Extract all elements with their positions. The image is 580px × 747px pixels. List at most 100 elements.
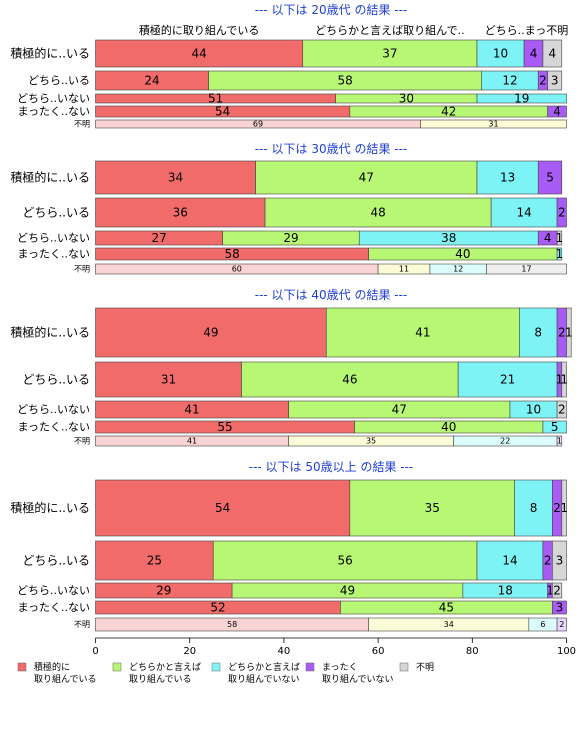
data-label: 1 [560, 501, 568, 515]
row-label: 積極的に..いる [10, 46, 90, 61]
legend-label: 取り組んでいない [228, 673, 300, 685]
data-label: 52 [210, 601, 225, 615]
bar-segment [566, 307, 572, 358]
bar-segment [547, 70, 563, 91]
legend-label: 不明 [416, 662, 434, 673]
bar-segment [519, 307, 558, 358]
data-label: 5 [546, 171, 554, 185]
data-label: 49 [203, 326, 218, 340]
data-label: 4 [549, 47, 557, 61]
legend-swatch [211, 662, 221, 672]
bar-segment [302, 39, 478, 68]
data-label: 34 [444, 620, 454, 629]
panel-title: --- 以下は 20歳代 の結果 --- [255, 3, 408, 17]
data-label: 5 [551, 420, 559, 434]
data-label: 2 [558, 326, 566, 340]
data-label: 21 [500, 373, 515, 387]
row-label: どちら..いない [17, 92, 90, 105]
data-label: 34 [168, 171, 183, 185]
bar-segment [95, 39, 304, 68]
x-tick-label: 20 [183, 646, 196, 657]
data-label: 40 [455, 247, 470, 261]
bar-segment [95, 307, 327, 358]
panel-title: --- 以下は 40歳代 の結果 --- [255, 288, 408, 302]
data-label: 1 [565, 326, 573, 340]
row-label: 不明 [74, 265, 90, 274]
bar-segment [476, 39, 525, 68]
bar-segment [420, 119, 567, 129]
bar-segment [457, 361, 558, 398]
bar-segment [476, 540, 544, 581]
data-label: 2 [544, 554, 552, 568]
data-label: 29 [156, 584, 171, 598]
data-label: 25 [147, 554, 162, 568]
data-label: 11 [399, 265, 409, 274]
row-label: どちら..いない [17, 232, 90, 245]
data-label: 58 [227, 620, 237, 629]
data-label: 30 [399, 92, 414, 106]
bar-segment [556, 617, 567, 632]
data-label: 54 [215, 105, 230, 119]
data-label: 46 [342, 373, 357, 387]
data-label: 58 [224, 247, 239, 261]
data-label: 3 [556, 554, 564, 568]
data-label: 31 [488, 120, 498, 129]
data-label: 51 [208, 92, 223, 106]
data-label: 8 [530, 501, 538, 515]
bar-segment [264, 197, 492, 228]
data-label: 56 [337, 554, 352, 568]
row-label: どちら..いない [17, 584, 90, 597]
x-tick-label: 100 [557, 646, 576, 657]
data-label: 48 [370, 206, 385, 220]
x-tick-label: 40 [278, 646, 291, 657]
row-label: どちら..いる [22, 206, 90, 220]
bar-segment [556, 400, 567, 419]
bar-segment [476, 160, 539, 195]
data-label: 22 [500, 437, 510, 446]
data-label: 1 [556, 373, 564, 387]
row-label: 不明 [74, 620, 90, 629]
data-label: 2 [559, 620, 564, 629]
bar-segment [542, 39, 563, 68]
x-tick-label: 0 [92, 646, 98, 657]
legend-swatch [305, 662, 315, 672]
row-label: まったく..ない [17, 248, 90, 261]
bar-segment [325, 307, 520, 358]
legend-label: 取り組んでいない [322, 673, 394, 685]
data-label: 17 [521, 265, 531, 274]
row-label: 積極的に..いる [10, 325, 90, 340]
data-label: 31 [161, 373, 176, 387]
data-label: 12 [502, 74, 517, 88]
bar-segment [552, 582, 563, 599]
row-label: どちら..いる [22, 554, 90, 568]
row-label: どちら..いる [22, 373, 90, 387]
data-label: 2 [558, 206, 566, 220]
legend-swatch [17, 662, 27, 672]
bar-segment [95, 197, 266, 228]
legend-label: 積極的に [34, 661, 70, 673]
data-label: 2 [553, 584, 561, 598]
row-label: 積極的に..いる [10, 500, 90, 515]
bar-segment [542, 420, 567, 434]
data-label: 18 [498, 584, 513, 598]
data-label: 69 [253, 120, 263, 129]
bar-segment [95, 540, 214, 581]
data-label: 55 [217, 420, 232, 434]
bar-segment [537, 160, 563, 195]
data-label: 54 [215, 501, 230, 515]
bar-segment [556, 247, 563, 261]
data-label: 3 [556, 601, 564, 615]
data-label: 4 [544, 231, 552, 245]
legend-swatch [399, 662, 409, 672]
data-label: 4 [553, 105, 561, 119]
row-label: まったく..ない [17, 601, 90, 614]
legend-label: 取り組んでいる [129, 673, 192, 685]
row-label: まったく..ない [17, 421, 90, 434]
data-label: 14 [516, 206, 531, 220]
bar-segment [95, 479, 351, 537]
row-label: どちら..いる [28, 74, 90, 87]
data-label: 2 [558, 403, 566, 417]
data-label: 42 [441, 105, 456, 119]
bar-segment [547, 105, 567, 118]
